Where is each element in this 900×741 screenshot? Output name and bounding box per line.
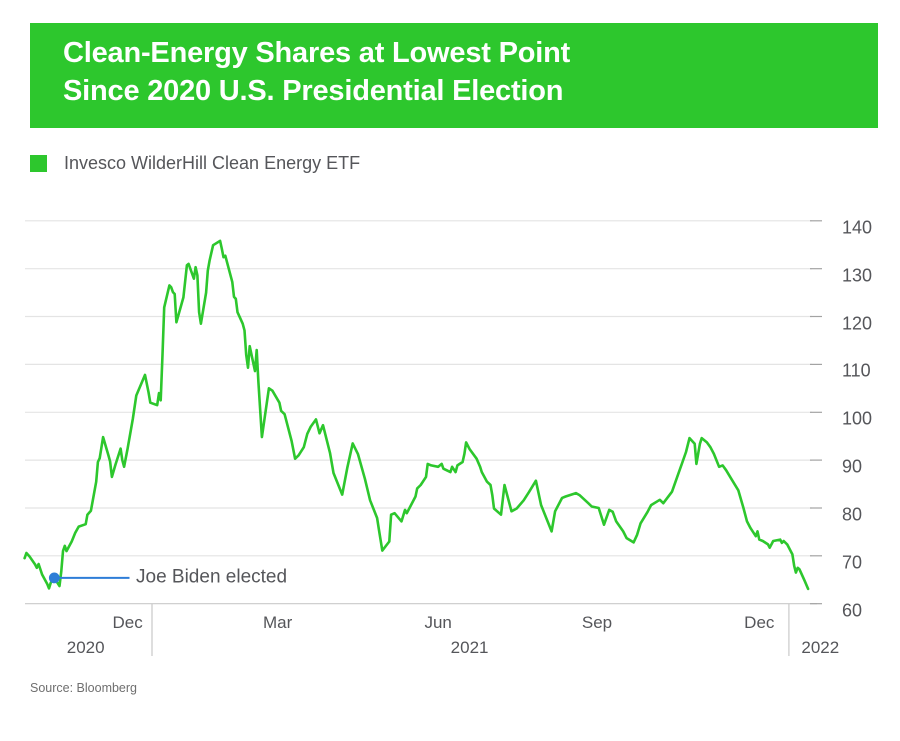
annotation-label: Joe Biden elected bbox=[136, 566, 288, 588]
legend-swatch bbox=[30, 154, 47, 172]
legend: Invesco WilderHill Clean Energy ETF bbox=[30, 154, 360, 172]
title-banner: Clean-Energy Shares at Lowest Point Sinc… bbox=[30, 23, 878, 128]
chart-title-line2: Since 2020 U.S. Presidential Election bbox=[63, 75, 564, 107]
price-line bbox=[23, 239, 810, 591]
legend-label: Invesco WilderHill Clean Energy ETF bbox=[64, 153, 361, 173]
chart-title-line1: Clean-Energy Shares at Lowest Point bbox=[63, 37, 571, 69]
source-note: Source: Bloomberg bbox=[30, 681, 138, 695]
biden-elected-marker bbox=[48, 572, 60, 584]
